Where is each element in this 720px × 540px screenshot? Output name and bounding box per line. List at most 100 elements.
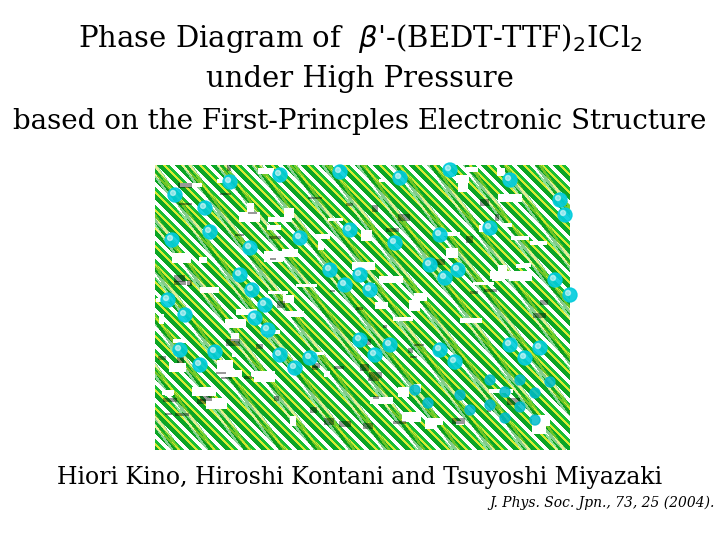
Circle shape [178,308,192,322]
Circle shape [533,341,547,355]
Circle shape [261,323,275,337]
Circle shape [198,201,212,215]
Circle shape [446,165,451,171]
Circle shape [521,354,526,359]
Circle shape [245,283,259,297]
Circle shape [383,338,397,352]
Circle shape [276,171,281,176]
Circle shape [290,363,295,368]
Circle shape [168,188,182,202]
Circle shape [503,338,517,352]
Circle shape [258,298,272,312]
Circle shape [551,275,556,280]
Circle shape [353,268,367,282]
Circle shape [343,223,357,237]
Circle shape [293,231,307,245]
Circle shape [410,385,420,395]
Circle shape [423,398,433,408]
Circle shape [451,263,465,277]
Circle shape [433,228,447,242]
Circle shape [556,195,560,200]
Circle shape [455,390,465,400]
Circle shape [505,176,510,180]
Circle shape [436,231,441,235]
Circle shape [485,400,495,410]
Circle shape [366,286,371,291]
Circle shape [264,326,269,330]
Circle shape [530,388,540,398]
Circle shape [371,350,376,355]
Circle shape [163,295,168,300]
Circle shape [295,233,300,239]
Circle shape [388,236,402,250]
Circle shape [161,293,175,307]
Circle shape [545,377,555,387]
Circle shape [173,343,187,357]
Circle shape [390,239,395,244]
Circle shape [485,224,490,228]
Circle shape [325,266,330,271]
Circle shape [454,266,459,271]
Circle shape [500,413,510,423]
Circle shape [203,225,217,239]
Circle shape [423,258,437,272]
Circle shape [181,310,186,315]
Text: Phase Diagram of  $\beta$'-(BEDT-TTF)$_2$ICl$_2$: Phase Diagram of $\beta$'-(BEDT-TTF)$_2$… [78,22,642,55]
Circle shape [448,355,462,369]
Circle shape [235,271,240,275]
Circle shape [451,357,456,362]
Text: based on the First-Princples Electronic Structure: based on the First-Princples Electronic … [13,108,707,135]
Circle shape [288,361,302,375]
Circle shape [518,351,532,365]
Circle shape [565,291,570,295]
Circle shape [196,361,200,366]
Circle shape [305,354,310,359]
Circle shape [503,173,517,187]
Circle shape [368,348,382,362]
Circle shape [433,343,447,357]
Circle shape [505,341,510,346]
Circle shape [346,226,351,231]
Circle shape [338,278,352,292]
Circle shape [363,283,377,297]
Circle shape [563,288,577,302]
Circle shape [443,163,457,177]
Circle shape [208,345,222,359]
Circle shape [356,335,361,341]
Circle shape [438,271,452,285]
Circle shape [530,415,540,425]
Circle shape [558,208,572,222]
Text: Hiori Kino, Hiroshi Kontani and Tsuyoshi Miyazaki: Hiori Kino, Hiroshi Kontani and Tsuyoshi… [58,466,662,489]
Circle shape [426,260,431,266]
Text: J. Phys. Soc. Jpn., 73, 25 (2004).: J. Phys. Soc. Jpn., 73, 25 (2004). [490,496,715,510]
Circle shape [485,375,495,385]
Circle shape [336,167,341,172]
Circle shape [273,348,287,362]
Circle shape [548,273,562,287]
Circle shape [303,351,317,365]
Circle shape [500,387,510,397]
Circle shape [560,211,565,215]
Circle shape [393,171,407,185]
Circle shape [246,244,251,248]
Circle shape [385,341,390,346]
Circle shape [168,235,173,240]
Circle shape [223,175,237,189]
Circle shape [251,314,256,319]
Circle shape [165,233,179,247]
Circle shape [200,204,205,208]
Circle shape [261,300,266,306]
Circle shape [273,168,287,182]
Circle shape [210,348,215,353]
Circle shape [205,227,210,233]
Circle shape [515,375,525,385]
Circle shape [436,346,441,350]
Circle shape [353,333,367,347]
Circle shape [465,405,475,415]
Circle shape [536,343,541,348]
Circle shape [248,286,253,291]
Circle shape [333,165,347,179]
Circle shape [233,268,247,282]
Circle shape [356,271,361,275]
Circle shape [276,350,281,355]
